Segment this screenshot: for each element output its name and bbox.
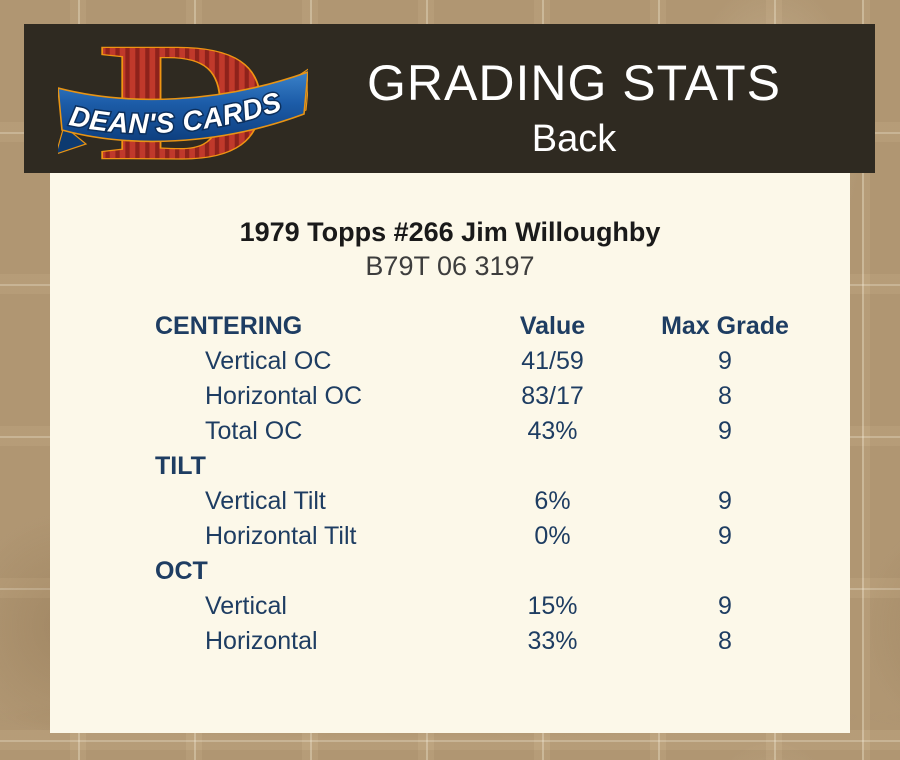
row-max-grade: 9 xyxy=(718,487,732,515)
row-value: 83/17 xyxy=(521,382,584,410)
row-max-grade: 9 xyxy=(718,417,732,445)
empty-cell xyxy=(460,449,645,484)
row-label: Total OC xyxy=(205,417,303,445)
row-max-grade: 8 xyxy=(718,382,732,410)
row-label: Horizontal xyxy=(205,627,318,655)
row-label: Horizontal OC xyxy=(205,382,362,410)
row-value: 41/59 xyxy=(521,347,584,375)
table-row: Vertical Tilt 6% 9 xyxy=(155,484,805,519)
table-row: Horizontal OC 83/17 8 xyxy=(155,379,805,414)
table-row: Total OC 43% 9 xyxy=(155,414,805,449)
empty-cell xyxy=(460,554,645,589)
row-max-grade: 8 xyxy=(718,627,732,655)
row-label: Vertical Tilt xyxy=(205,487,326,515)
table-row: Horizontal Tilt 0% 9 xyxy=(155,519,805,554)
table-section-row: OCT xyxy=(155,554,805,589)
row-value: 33% xyxy=(527,627,578,655)
section-header-centering: CENTERING xyxy=(155,312,303,340)
empty-cell xyxy=(645,554,805,589)
header-bar: D DEAN'S CARDS GRADING STATS Back xyxy=(24,7,875,196)
row-max-grade: 9 xyxy=(718,522,732,550)
deans-cards-logo-icon: D DEAN'S CARDS xyxy=(55,7,311,196)
row-value: 15% xyxy=(527,592,578,620)
logo-ribbon xyxy=(57,70,309,143)
row-value: 6% xyxy=(534,487,571,515)
content-panel: 1979 Topps #266 Jim Willoughby B79T 06 3… xyxy=(50,173,850,733)
grading-stats-table: CENTERING Value Max Grade Vertical OC 41… xyxy=(155,309,805,659)
card-name: 1979 Topps #266 Jim Willoughby xyxy=(239,217,661,247)
section-header-oct: OCT xyxy=(155,557,208,585)
deans-cards-logo[interactable]: D DEAN'S CARDS xyxy=(55,7,311,196)
row-max-grade: 9 xyxy=(718,592,732,620)
card-serial-number: B79T 06 3197 xyxy=(365,251,535,281)
table-row: Vertical 15% 9 xyxy=(155,589,805,624)
page-title: GRADING STATS xyxy=(367,55,781,111)
page-subtitle: Back xyxy=(531,118,617,160)
empty-cell xyxy=(645,449,805,484)
row-value: 0% xyxy=(534,522,571,550)
row-label: Vertical OC xyxy=(205,347,332,375)
table-row: Vertical OC 41/59 9 xyxy=(155,344,805,379)
column-header-value: Value xyxy=(519,312,586,340)
section-header-tilt: TILT xyxy=(155,452,206,480)
header-titles: GRADING STATS Back xyxy=(304,24,844,159)
column-header-max-grade: Max Grade xyxy=(661,312,789,340)
table-header-row: CENTERING Value Max Grade xyxy=(155,309,805,344)
table-section-row: TILT xyxy=(155,449,805,484)
row-max-grade: 9 xyxy=(718,347,732,375)
row-value: 43% xyxy=(527,417,578,445)
row-label: Horizontal Tilt xyxy=(205,522,357,550)
table-row: Horizontal 33% 8 xyxy=(155,624,805,659)
row-label: Vertical xyxy=(205,592,287,620)
